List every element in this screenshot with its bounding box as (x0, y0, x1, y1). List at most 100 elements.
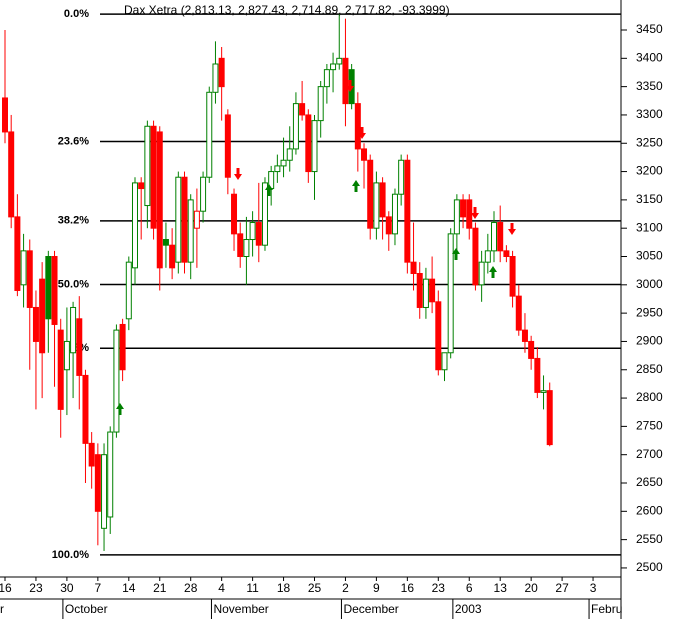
candle-body (255, 222, 262, 246)
candle-body (361, 148, 368, 161)
candle-body (534, 357, 541, 393)
candle-body (231, 193, 238, 235)
candle-body (249, 222, 256, 241)
fib-label: 0.0% (64, 8, 89, 20)
candle-body (280, 159, 287, 167)
candle-body (453, 199, 460, 235)
candle-body (144, 125, 151, 207)
x-tick-label: 18 (277, 581, 291, 595)
x-tick-label: 23 (432, 581, 446, 595)
y-tick-label: 3150 (636, 192, 663, 206)
candle-body (162, 239, 169, 246)
candle-body (82, 374, 89, 444)
candle-body (193, 210, 200, 229)
x-tick-label: 14 (122, 581, 136, 595)
candle-body (119, 323, 126, 371)
candle-body (429, 278, 436, 303)
candle-body (435, 301, 442, 371)
candle-body (441, 352, 448, 371)
buy-arrow (489, 266, 497, 278)
month-label: 2003 (455, 602, 482, 616)
y-tick-label: 3450 (636, 22, 663, 36)
sell-arrow (358, 127, 366, 139)
candle-body (212, 63, 219, 93)
y-tick-label: 2700 (636, 447, 663, 461)
sell-arrow (471, 207, 479, 219)
candle-body (292, 103, 299, 150)
candle-body (305, 114, 312, 173)
candle-body (509, 256, 516, 297)
candle-body (125, 261, 132, 320)
candle-body (70, 306, 77, 354)
candle-body (169, 244, 176, 269)
y-tick-label: 3300 (636, 107, 663, 121)
x-tick-label: 28 (184, 581, 198, 595)
candle-body (76, 318, 83, 376)
sell-arrow (234, 168, 242, 180)
candle-body (26, 250, 33, 308)
y-tick-label: 2800 (636, 390, 663, 404)
candle-body (237, 233, 244, 258)
candle-body (336, 57, 343, 65)
candle-body (113, 329, 120, 433)
month-label: December (343, 602, 398, 616)
y-tick-label: 2900 (636, 334, 663, 348)
month-label: Febru (591, 602, 622, 616)
x-tick-label: 30 (60, 581, 74, 595)
candle-body (410, 261, 417, 274)
sell-arrow (346, 80, 354, 92)
fib-label: 23.6% (58, 135, 89, 147)
candle-body (206, 91, 213, 178)
x-tick-label: 9 (373, 581, 380, 595)
month-label: October (65, 602, 108, 616)
candle-body (491, 222, 498, 252)
candle-body (181, 176, 188, 263)
candle-body (218, 57, 225, 88)
candle-body (14, 216, 21, 291)
y-tick-label: 2650 (636, 475, 663, 489)
candle-body (88, 442, 95, 467)
candle-body (20, 250, 27, 286)
candle-body (385, 216, 392, 235)
candle-body (187, 199, 194, 263)
candle-body (497, 222, 504, 252)
candle-body (398, 159, 405, 195)
candle-body (503, 250, 510, 258)
chart-title: Dax Xetra (2,813.13, 2,827.43, 2,714.89,… (124, 3, 450, 17)
y-tick-label: 3000 (636, 277, 663, 291)
candle-body (323, 69, 330, 88)
candle-body (107, 431, 114, 518)
x-tick-label: 27 (555, 581, 569, 595)
y-tick-label: 3350 (636, 79, 663, 93)
y-tick-label: 2550 (636, 532, 663, 546)
buy-arrow (265, 184, 273, 196)
signal-arrows (116, 80, 516, 415)
candle-body (8, 131, 15, 218)
candle-body (51, 256, 58, 325)
candle-body (286, 148, 293, 161)
candle-body (379, 182, 386, 218)
buy-arrow (116, 403, 124, 415)
candle-body (466, 199, 473, 229)
candle-body (224, 114, 231, 178)
x-tick-label: 7 (95, 581, 102, 595)
candle-body (175, 176, 182, 263)
month-label: r (0, 602, 4, 616)
candle-body (528, 340, 535, 359)
candle-body (472, 227, 479, 286)
candle-body (45, 256, 52, 320)
x-tick-label: 23 (29, 581, 43, 595)
candle-body (131, 182, 138, 269)
candle-body (330, 63, 337, 71)
candle-body (63, 340, 70, 371)
candle-body (367, 159, 374, 229)
candle-body (156, 131, 163, 269)
y-tick-label: 3250 (636, 135, 663, 149)
x-tick-label: 25 (308, 581, 322, 595)
x-tick-label: 16 (401, 581, 415, 595)
fib-label: 38.2% (58, 215, 89, 227)
candle-body (101, 454, 108, 529)
candle-body (311, 120, 318, 173)
x-tick-label: 13 (494, 581, 508, 595)
